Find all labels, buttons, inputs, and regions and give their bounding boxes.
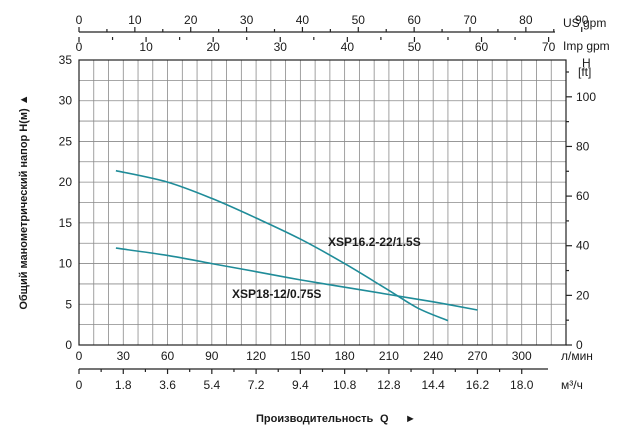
- x-usgpm-tick-label: 10: [128, 13, 142, 27]
- x-m3h-unit: м³/ч: [561, 378, 583, 392]
- y-left-tick-label: 5: [65, 297, 72, 311]
- x-impgpm-tick-label: 40: [341, 40, 355, 54]
- x-impgpm-tick-label: 30: [274, 40, 288, 54]
- x-lpm-tick-label: 180: [335, 349, 355, 363]
- x-usgpm-tick-label: 30: [240, 13, 254, 27]
- y-left-tick-label: 0: [65, 338, 72, 352]
- x-usgpm-tick-label: 90: [575, 13, 589, 27]
- x-usgpm-tick-label: 20: [184, 13, 198, 27]
- x-lpm-tick-label: 150: [290, 349, 310, 363]
- x-usgpm-unit: US gpm: [563, 16, 606, 30]
- x-m3h-tick-label: 10.8: [333, 378, 357, 392]
- x-usgpm-tick-label: 70: [463, 13, 477, 27]
- y-left-tick-label: 30: [59, 94, 73, 108]
- x-lpm-tick-label: 240: [423, 349, 443, 363]
- y-right-unit-symbol: H: [582, 56, 591, 70]
- y-right-tick-label: 80: [576, 139, 590, 153]
- y-right-tick-label: 20: [576, 288, 590, 302]
- series-line-2: [115, 247, 478, 311]
- x-lpm-unit: л/мин: [561, 349, 593, 363]
- x-m3h-tick-label: 16.2: [466, 378, 490, 392]
- y-left-tick-label: 10: [59, 257, 73, 271]
- text-layer: XSP16.2-22/1.5S XSP18-12/0.75S 0 5 10 15 20 25 3…: [18, 13, 610, 425]
- x-lpm-tick-label: 120: [246, 349, 266, 363]
- x-lpm-tick-label: 30: [117, 349, 131, 363]
- y-left-tick-label: 35: [59, 53, 73, 67]
- y-left-tick-label: 20: [59, 175, 73, 189]
- y-right-tick-label: 60: [576, 189, 590, 203]
- y-axis-title: Общий манометрический напор H(м) ▲: [18, 94, 30, 309]
- x-impgpm-unit: Imp gpm: [563, 39, 610, 53]
- x-usgpm-tick-label: 40: [296, 13, 310, 27]
- x-usgpm-tick-label: 50: [352, 13, 366, 27]
- x-m3h-tick-label: 18.0: [510, 378, 534, 392]
- x-usgpm-tick-label: 0: [76, 13, 83, 27]
- x-m3h-tick-label: 5.4: [203, 378, 220, 392]
- x-impgpm-tick-label: 70: [542, 40, 556, 54]
- grid-layer: [79, 60, 566, 345]
- x-impgpm-tick-label: 10: [139, 40, 153, 54]
- x-lpm-tick-label: 210: [379, 349, 399, 363]
- curve-layer: [115, 169, 478, 322]
- series-label-1: XSP16.2-22/1.5S: [328, 235, 421, 249]
- y-right-tick-label: 0: [576, 338, 583, 352]
- x-impgpm-tick-label: 20: [206, 40, 220, 54]
- x-impgpm-tick-label: 60: [475, 40, 489, 54]
- series-line-1: [115, 169, 449, 322]
- x-usgpm-tick-label: 60: [407, 13, 421, 27]
- y-right-unit: [ft]: [578, 65, 591, 79]
- x-m3h-tick-label: 1.8: [115, 378, 132, 392]
- x-axis-symbol: Q: [380, 413, 389, 425]
- series-label-2: XSP18-12/0.75S: [232, 287, 321, 301]
- x-lpm-tick-label: 90: [205, 349, 219, 363]
- x-m3h-tick-label: 12.8: [377, 378, 401, 392]
- x-lpm-tick-label: 300: [512, 349, 532, 363]
- x-lpm-tick-label: 60: [161, 349, 175, 363]
- x-m3h-tick-label: 7.2: [248, 378, 265, 392]
- x-impgpm-tick-label: 0: [76, 40, 83, 54]
- x-usgpm-tick-label: 80: [519, 13, 533, 27]
- x-m3h-tick-label: 3.6: [159, 378, 176, 392]
- y-right-tick-label: 40: [576, 239, 590, 253]
- x-impgpm-tick-label: 50: [408, 40, 422, 54]
- axis-layer: [78, 27, 583, 374]
- x-m3h-tick-label: 0: [76, 378, 83, 392]
- y-left-tick-label: 25: [59, 134, 73, 148]
- x-m3h-tick-label: 14.4: [422, 378, 446, 392]
- plot-frame: [78, 59, 567, 346]
- x-lpm-tick-label: 0: [76, 349, 83, 363]
- y-left-tick-label: 15: [59, 216, 73, 230]
- x-m3h-tick-label: 9.4: [292, 378, 309, 392]
- y-right-tick-label: 100: [576, 90, 596, 104]
- x-axis-arrow: ►: [405, 413, 416, 425]
- x-lpm-tick-label: 270: [467, 349, 487, 363]
- x-axis-title: Производительность: [256, 413, 373, 425]
